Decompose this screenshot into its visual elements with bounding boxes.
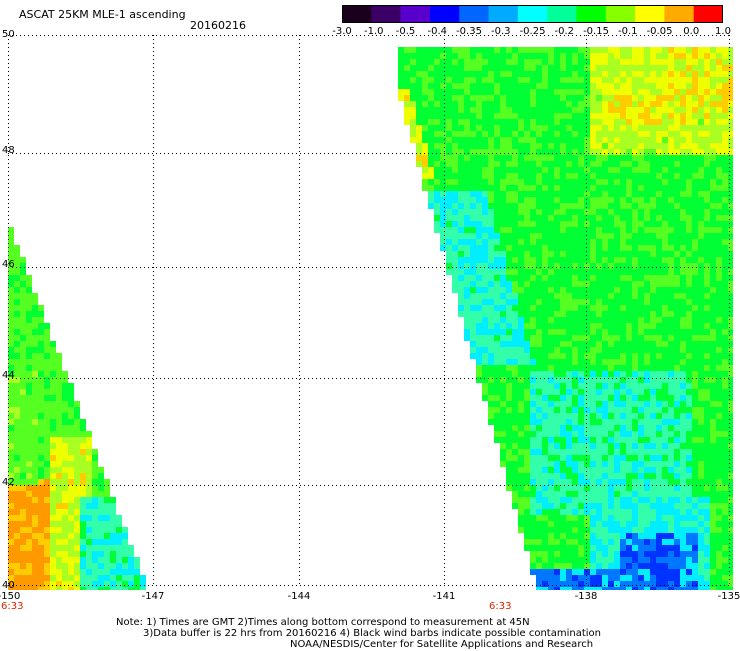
- colorbar-swatch: [342, 5, 372, 23]
- map-date: 20160216: [190, 19, 246, 32]
- colorbar-label: -0.5: [395, 26, 416, 37]
- lon-label-138: -138: [574, 591, 598, 602]
- colorbar-label: -1.0: [363, 26, 384, 37]
- colorbar-swatch: [371, 5, 402, 23]
- colorbar-label: -0.15: [583, 26, 609, 37]
- lat-label-46: 46: [2, 259, 15, 270]
- colorbar-label: 0.0: [683, 26, 700, 37]
- lat-label-42: 42: [2, 477, 15, 488]
- colorbar-label: -0.25: [519, 26, 546, 37]
- time-label-left: 6:33: [1, 601, 24, 612]
- lon-label-147: -147: [141, 591, 165, 602]
- colorbar: [342, 5, 723, 23]
- colorbar-label: -0.3: [490, 26, 511, 37]
- colorbar-label: -0.4: [427, 26, 448, 37]
- map-plot: [8, 35, 733, 590]
- lat-label-40: 40: [2, 580, 15, 591]
- colorbar-swatch: [605, 5, 636, 23]
- wind-field-cells: [8, 47, 733, 590]
- map-title: ASCAT 25KM MLE-1 ascending: [19, 8, 186, 21]
- colorbar-label: -0.05: [646, 26, 673, 37]
- colorbar-swatch: [429, 5, 460, 23]
- footer-credit: NOAA/NESDIS/Center for Satellite Applica…: [290, 639, 594, 650]
- colorbar-label: -0.1: [617, 26, 638, 37]
- colorbar-swatch: [664, 5, 695, 23]
- colorbar-label: 1.0: [715, 26, 731, 37]
- lat-label-50: 50: [2, 29, 15, 40]
- colorbar-swatch: [576, 5, 607, 23]
- lon-label-150: -150: [0, 591, 21, 602]
- lon-label-144: -144: [287, 591, 311, 602]
- colorbar-label: -3.0: [332, 26, 352, 37]
- colorbar-swatch: [400, 5, 431, 23]
- colorbar-swatch: [547, 5, 577, 23]
- colorbar-swatch: [488, 5, 519, 23]
- colorbar-label: -0.35: [456, 26, 482, 37]
- lat-label-44: 44: [2, 370, 15, 381]
- time-label-right: 6:33: [489, 601, 512, 612]
- footer-note-line1: Note: 1) Times are GMT 2)Times along bot…: [116, 617, 530, 628]
- colorbar-swatch: [517, 5, 548, 23]
- colorbar-swatch: [693, 5, 723, 23]
- lon-label-141: -141: [432, 591, 456, 602]
- colorbar-swatch: [459, 5, 490, 23]
- colorbar-border: [342, 5, 723, 23]
- lat-label-48: 48: [2, 145, 15, 156]
- colorbar-label: -0.2: [554, 26, 575, 37]
- footer-note-line2: 3)Data buffer is 22 hrs from 20160216 4)…: [143, 628, 601, 639]
- colorbar-swatch: [635, 5, 665, 23]
- lon-label-135: -135: [717, 591, 740, 602]
